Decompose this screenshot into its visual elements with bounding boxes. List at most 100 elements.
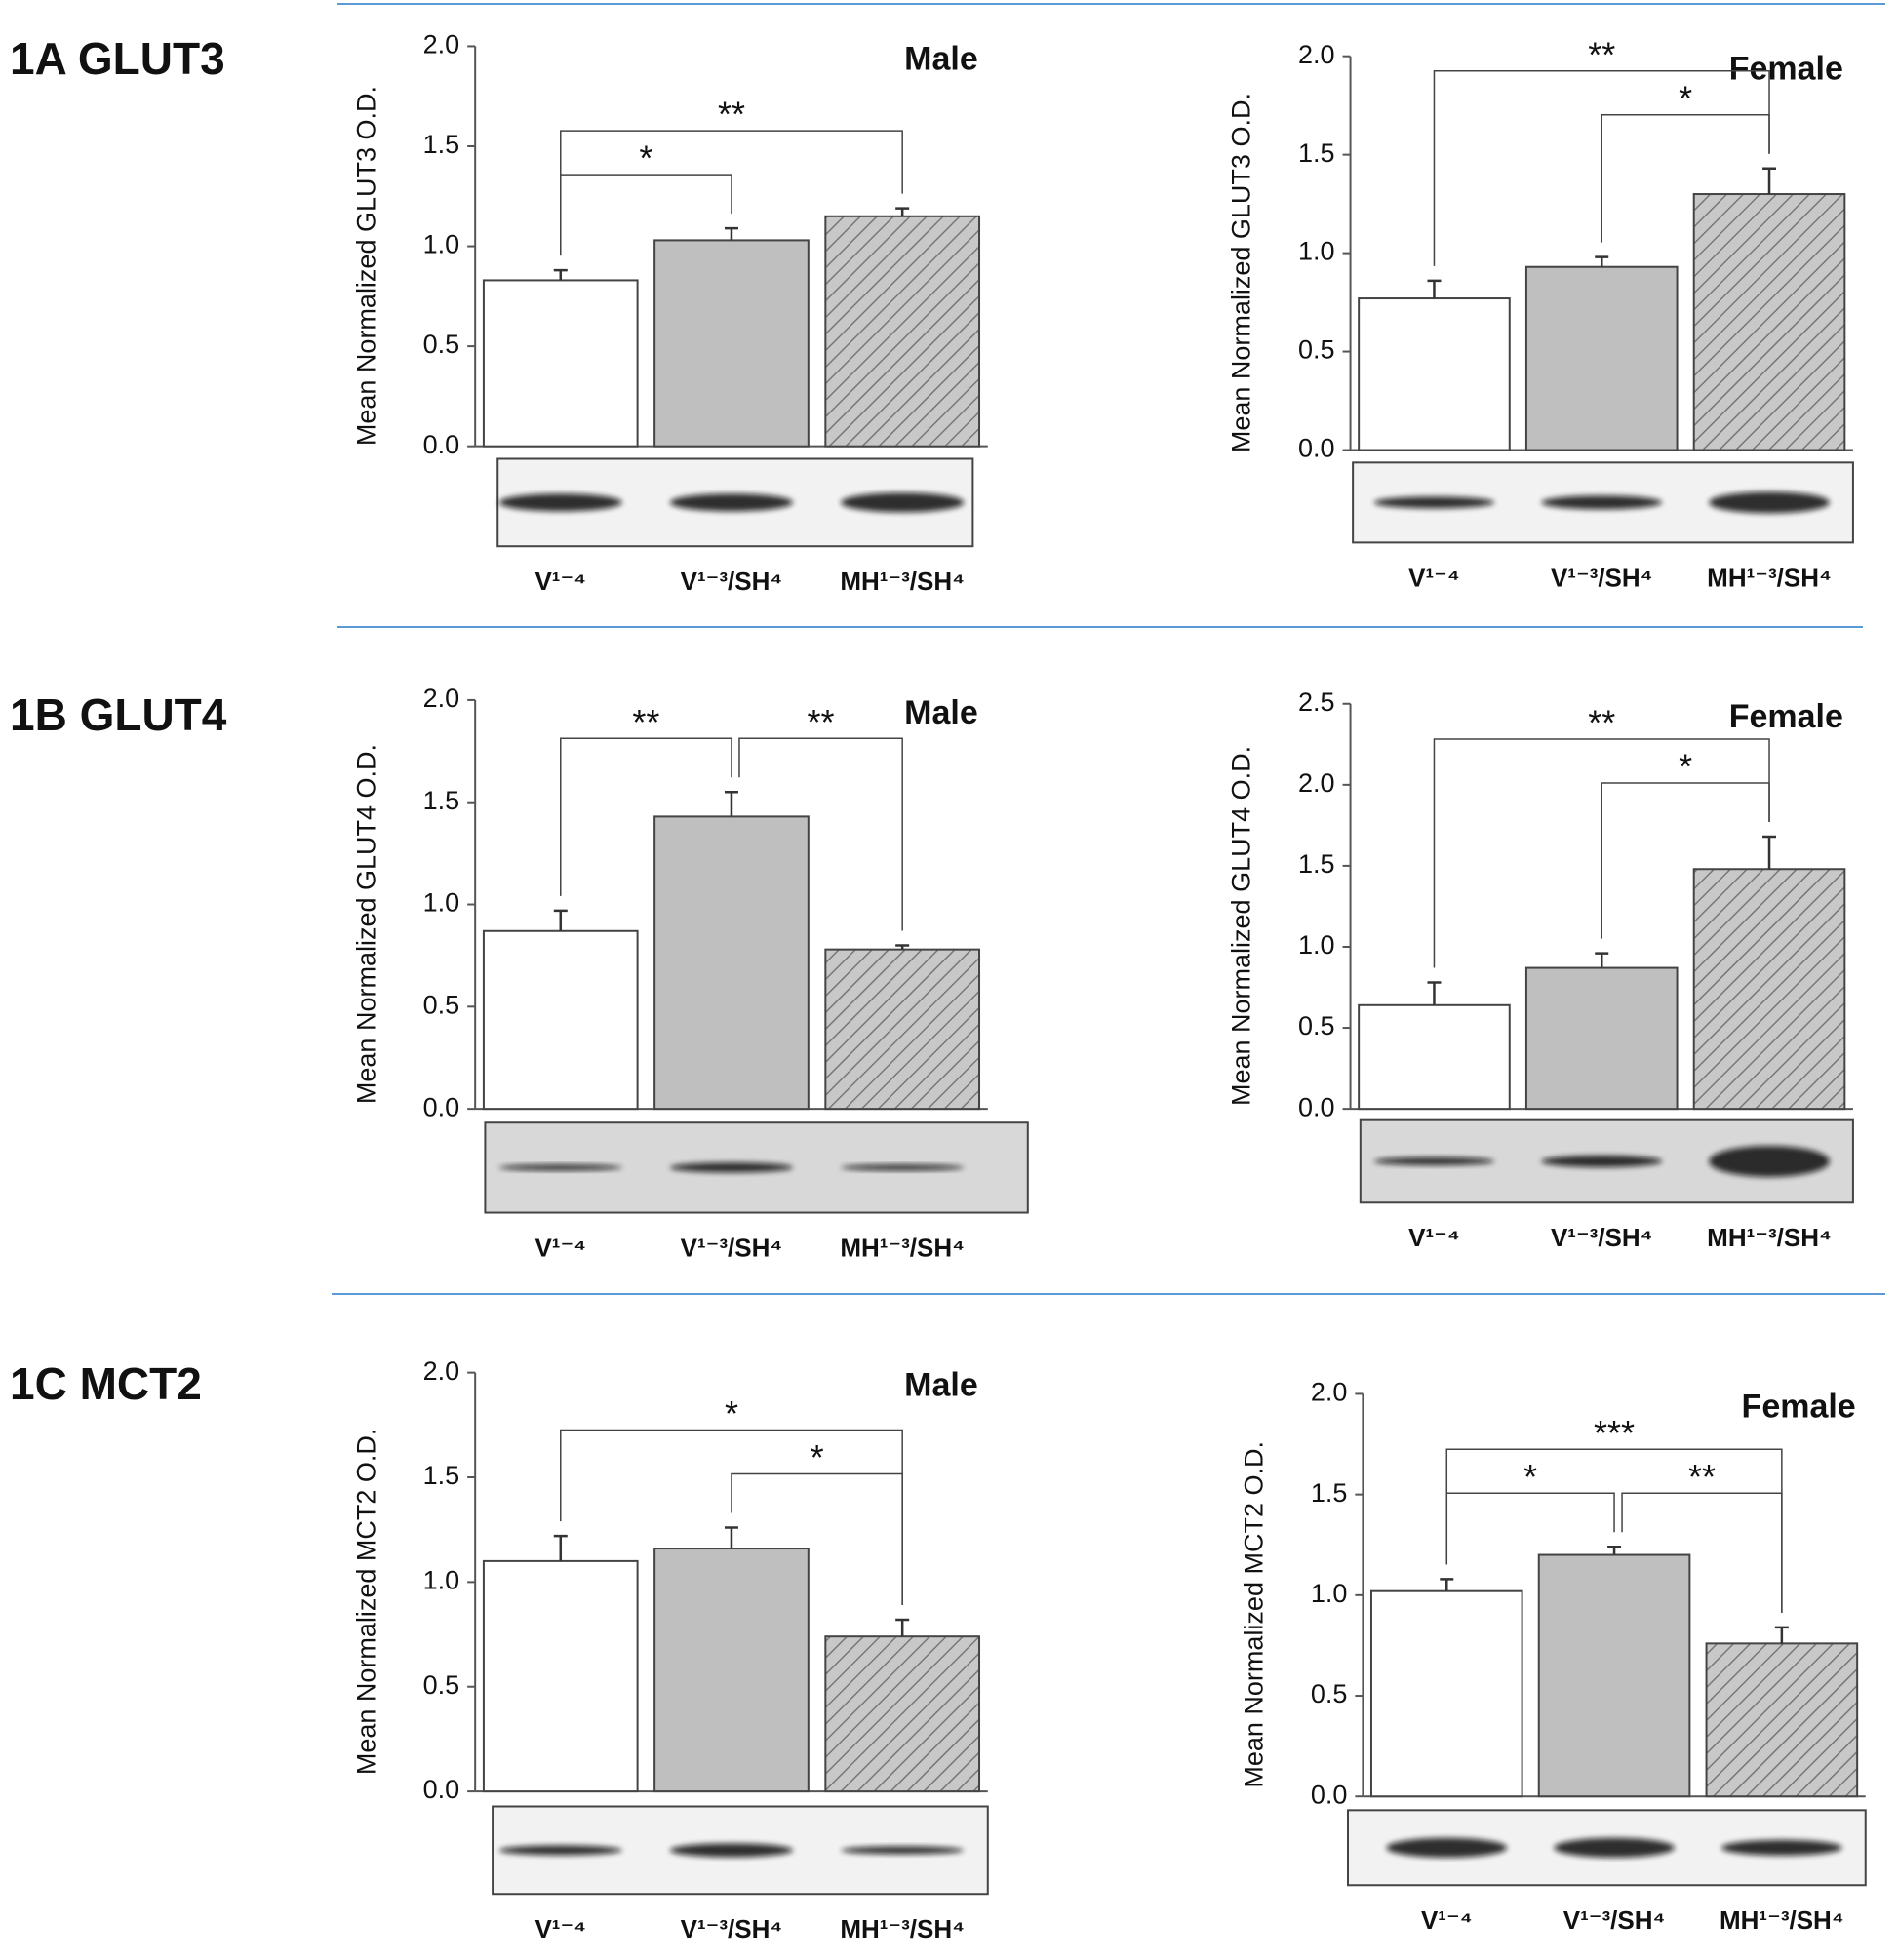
y-tick-label: 0.0: [423, 1092, 460, 1121]
bar: [482, 929, 639, 1111]
x-tick-label: V¹⁻³/SH⁴: [1551, 563, 1653, 592]
significance-label: **: [1688, 1457, 1716, 1497]
blot-band: [841, 492, 965, 513]
y-tick-label: 0.0: [1311, 1780, 1348, 1809]
y-tick-label: 0.5: [1311, 1679, 1348, 1708]
bar: [1524, 265, 1679, 451]
y-tick-label: 1.0: [423, 1565, 460, 1594]
x-tick-label: V¹⁻³/SH⁴: [1563, 1905, 1666, 1935]
y-tick-label: 2.5: [1298, 687, 1335, 717]
bar: [1537, 1553, 1691, 1798]
bar: [1705, 1642, 1859, 1798]
significance-bracket: [1433, 70, 1770, 266]
significance-bracket: [1433, 738, 1770, 968]
error-bar: [1427, 279, 1442, 299]
significance-label: *: [1523, 1457, 1537, 1497]
x-tick-label: V¹⁻³/SH⁴: [681, 1233, 783, 1262]
error-bar: [1762, 167, 1777, 195]
x-tick-label: MH¹⁻³/SH⁴: [1720, 1905, 1844, 1935]
bar: [482, 1559, 639, 1793]
bar: [1692, 868, 1846, 1111]
chart-title: Male: [904, 40, 978, 77]
chart-title: Male: [904, 1367, 978, 1404]
y-tick-label: 1.5: [423, 786, 460, 815]
y-axis-label: Mean Normalized GLUT3 O.D.: [1227, 93, 1256, 452]
y-tick-label: 0.5: [1298, 335, 1335, 365]
significance-label: ***: [1594, 1413, 1635, 1453]
y-tick-label: 1.0: [423, 888, 460, 918]
y-tick-label: 2.0: [1298, 768, 1335, 798]
error-bar: [895, 1618, 910, 1637]
x-tick-label: V¹⁻⁴: [1408, 1223, 1460, 1252]
blot-band: [1721, 1839, 1842, 1856]
significance-label: **: [632, 702, 659, 742]
y-tick-label: 1.5: [1298, 138, 1335, 168]
bar: [1524, 966, 1679, 1111]
y-tick-label: 0.5: [423, 330, 460, 359]
chart-title: Female: [1729, 698, 1843, 735]
error-bar: [1440, 1578, 1454, 1591]
y-tick-label: 2.0: [1298, 40, 1335, 69]
significance-label: **: [1588, 703, 1615, 743]
x-tick-label: MH¹⁻³/SH⁴: [1707, 1223, 1832, 1252]
blot-band: [498, 1845, 622, 1856]
x-tick-label: V¹⁻⁴: [534, 1914, 586, 1943]
x-tick-label: V¹⁻³/SH⁴: [681, 1914, 783, 1943]
blot-band: [1373, 1156, 1495, 1165]
significance-label: *: [725, 1393, 738, 1433]
y-tick-label: 1.0: [1311, 1579, 1348, 1608]
blot-band: [1373, 496, 1495, 509]
error-bar: [895, 944, 910, 950]
y-tick-label: 1.0: [1298, 237, 1335, 266]
significance-label: **: [808, 702, 835, 742]
bar: [653, 239, 810, 448]
significance-bracket: [560, 1429, 903, 1606]
row-label: 1C MCT2: [10, 1358, 202, 1409]
y-tick-label: 0.0: [1298, 1092, 1335, 1121]
error-bar: [724, 226, 738, 241]
y-axis-label: Mean Normalized GLUT3 O.D.: [351, 86, 380, 446]
significance-bracket: [1445, 1492, 1615, 1565]
error-bar: [1595, 255, 1609, 267]
significance-label: **: [718, 95, 745, 135]
x-tick-label: MH¹⁻³/SH⁴: [840, 1914, 965, 1943]
error-bar: [1774, 1626, 1789, 1644]
blot-band: [669, 493, 794, 512]
bar: [482, 279, 639, 448]
error-bar: [1762, 835, 1777, 870]
error-bar: [1595, 952, 1609, 968]
x-tick-label: V¹⁻⁴: [534, 567, 586, 596]
blot-band: [1709, 491, 1830, 514]
x-tick-label: MH¹⁻³/SH⁴: [840, 567, 965, 596]
y-axis-label: Mean Normalized GLUT4 O.D.: [351, 744, 380, 1104]
error-bar: [553, 1534, 568, 1561]
error-bar: [1427, 981, 1442, 1005]
y-tick-label: 1.5: [1298, 849, 1335, 879]
significance-bracket: [560, 130, 903, 256]
error-bar: [895, 207, 910, 216]
y-tick-label: 0.5: [423, 990, 460, 1019]
error-bar: [724, 1526, 738, 1549]
y-tick-label: 1.5: [1311, 1478, 1348, 1508]
y-tick-label: 2.0: [423, 30, 460, 59]
y-tick-label: 1.0: [1298, 930, 1335, 960]
x-tick-label: MH¹⁻³/SH⁴: [1707, 563, 1832, 592]
y-axis-label: Mean Normalized GLUT4 O.D.: [1227, 746, 1256, 1106]
y-tick-label: 0.0: [1298, 434, 1335, 463]
blot-band: [1554, 1837, 1675, 1858]
blot-band: [1541, 1155, 1663, 1167]
bar: [653, 1548, 810, 1793]
blot-band: [669, 1843, 794, 1858]
significance-label: *: [639, 138, 652, 178]
significance-label: **: [1588, 34, 1615, 74]
y-tick-label: 0.5: [1298, 1011, 1335, 1040]
y-tick-label: 1.5: [423, 130, 460, 159]
y-tick-label: 0.0: [423, 430, 460, 459]
blot-band: [1541, 495, 1663, 510]
y-tick-label: 2.0: [423, 1356, 460, 1386]
significance-label: *: [1679, 78, 1692, 118]
y-axis-label: Mean Normalized MCT2 O.D.: [351, 1429, 380, 1776]
blot-band: [498, 1164, 622, 1171]
error-bar: [1607, 1546, 1622, 1555]
